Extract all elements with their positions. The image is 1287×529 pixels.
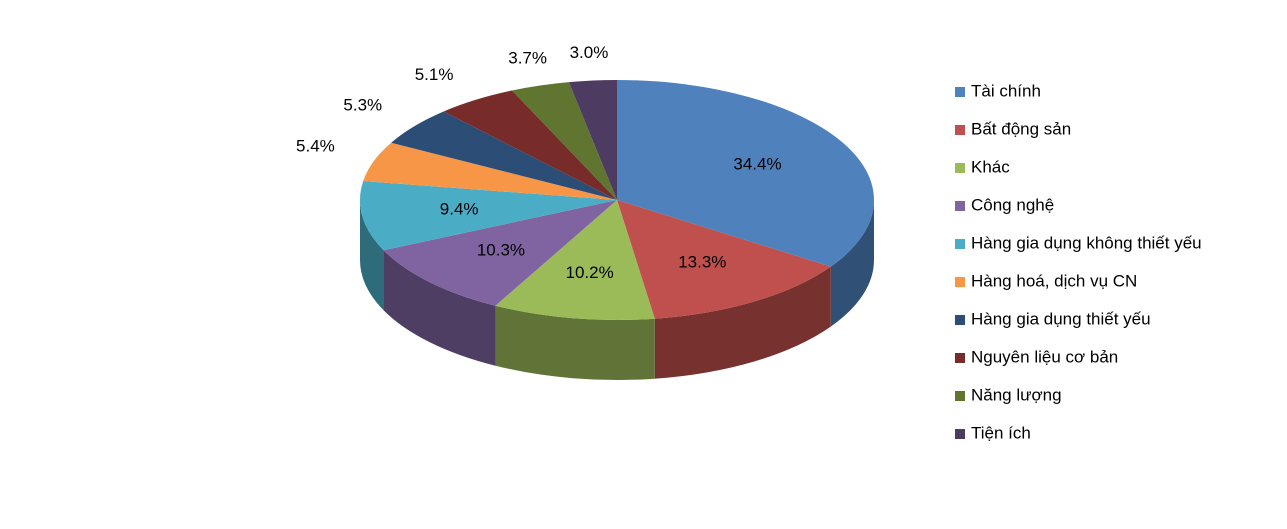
slice [391, 111, 617, 200]
legend-label: Hàng gia dụng thiết yếu [971, 309, 1151, 328]
legend-label: Tài chính [971, 81, 1041, 100]
legend-swatch [955, 315, 965, 325]
slice-side [383, 250, 496, 366]
slice [568, 80, 617, 200]
slice-side [654, 266, 831, 379]
slice [512, 82, 617, 200]
legend-swatch [955, 353, 965, 363]
data-label: 5.4% [296, 137, 335, 156]
legend-label: Công nghệ [971, 195, 1054, 214]
data-label: 13.3% [678, 252, 726, 271]
slice-side [495, 305, 655, 381]
legend-swatch [955, 277, 965, 287]
slice [617, 200, 831, 319]
legend-label: Hàng hoá, dịch vụ CN [971, 271, 1137, 290]
slice [383, 200, 617, 306]
legend-swatch [955, 391, 965, 401]
legend-swatch [955, 429, 965, 439]
legend-label: Bất động sản [971, 119, 1071, 138]
data-label: 9.4% [440, 200, 479, 219]
slice [617, 80, 874, 267]
legend-swatch [955, 125, 965, 135]
legend-swatch [955, 239, 965, 249]
legend-swatch [955, 201, 965, 211]
data-label: 10.2% [566, 263, 614, 282]
legend-label: Khác [971, 157, 1010, 176]
legend-swatch [955, 163, 965, 173]
legend-label: Năng lượng [971, 385, 1062, 404]
slice [443, 90, 617, 200]
slice [363, 142, 617, 200]
legend-label: Tiện ích [971, 423, 1031, 442]
data-label: 5.1% [415, 65, 454, 84]
legend-swatch [955, 87, 965, 97]
slice [495, 200, 655, 321]
legend-label: Nguyên liệu cơ bản [971, 347, 1118, 366]
slice [359, 181, 617, 251]
data-label: 3.7% [508, 49, 547, 68]
data-label: 3.0% [570, 43, 609, 62]
slice-side [360, 200, 384, 311]
data-label: 10.3% [477, 240, 525, 259]
data-label: 5.3% [343, 96, 382, 115]
data-label: 34.4% [733, 154, 781, 173]
slice-side [830, 200, 874, 327]
legend-label: Hàng gia dụng không thiết yếu [971, 233, 1202, 252]
